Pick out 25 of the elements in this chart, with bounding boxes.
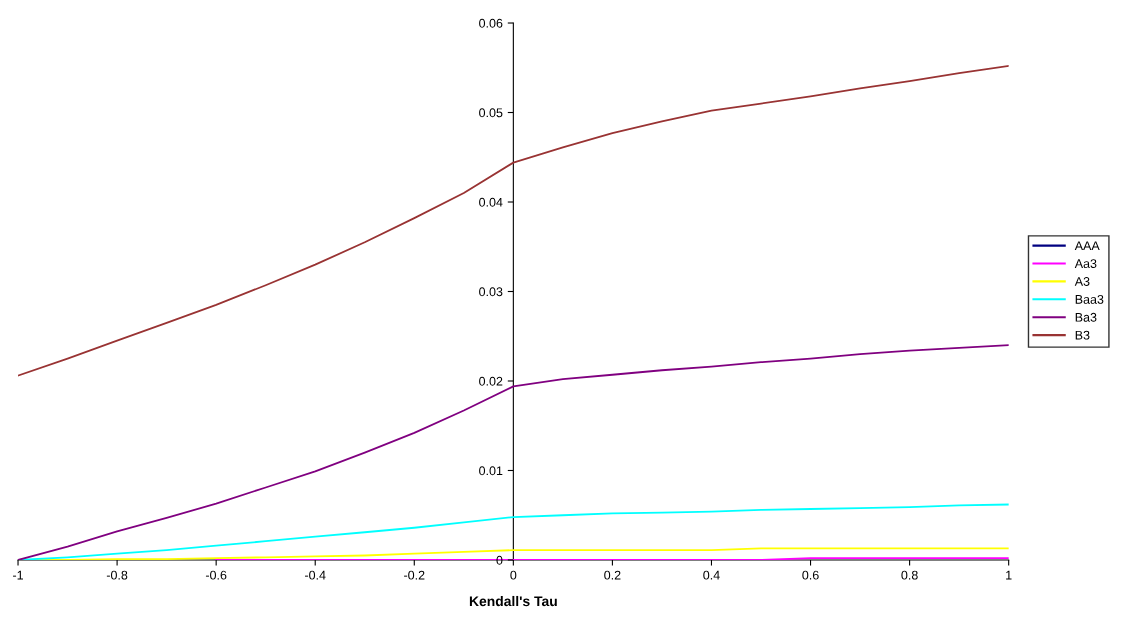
y-tick-label: 0.04 bbox=[479, 197, 503, 207]
x-axis-title: Kendall's Tau bbox=[469, 595, 557, 607]
legend-label: A3 bbox=[1074, 277, 1090, 286]
x-tick-label: 0.8 bbox=[901, 570, 918, 580]
y-tick-label: 0.02 bbox=[479, 376, 503, 386]
legend-label: Ba3 bbox=[1075, 312, 1097, 322]
y-tick-label: 0.06 bbox=[479, 18, 503, 28]
y-tick-label: 0.05 bbox=[479, 108, 503, 118]
x-tick-label: 1 bbox=[1006, 570, 1012, 580]
x-tick-label: -1 bbox=[13, 570, 23, 580]
x-tick-label: 0.2 bbox=[604, 570, 621, 580]
legend-label: AAA bbox=[1074, 241, 1100, 250]
x-tick-label: -0.4 bbox=[305, 570, 326, 580]
legend-label: Baa3 bbox=[1075, 294, 1104, 304]
x-tick-label: -0.8 bbox=[106, 570, 128, 580]
x-tick-label: -0.2 bbox=[404, 570, 425, 580]
legend-label: Aa3 bbox=[1074, 259, 1097, 268]
legend-label: B3 bbox=[1075, 330, 1090, 340]
x-tick-label: 0 bbox=[510, 570, 517, 580]
x-tick-label: 0.4 bbox=[703, 570, 720, 580]
x-tick-label: -0.6 bbox=[205, 570, 227, 580]
line-series bbox=[18, 65, 1009, 377]
y-tick-label: 0.03 bbox=[479, 287, 503, 297]
x-tick-label: 0.6 bbox=[802, 570, 819, 580]
y-tick-label: 0.01 bbox=[479, 466, 503, 476]
